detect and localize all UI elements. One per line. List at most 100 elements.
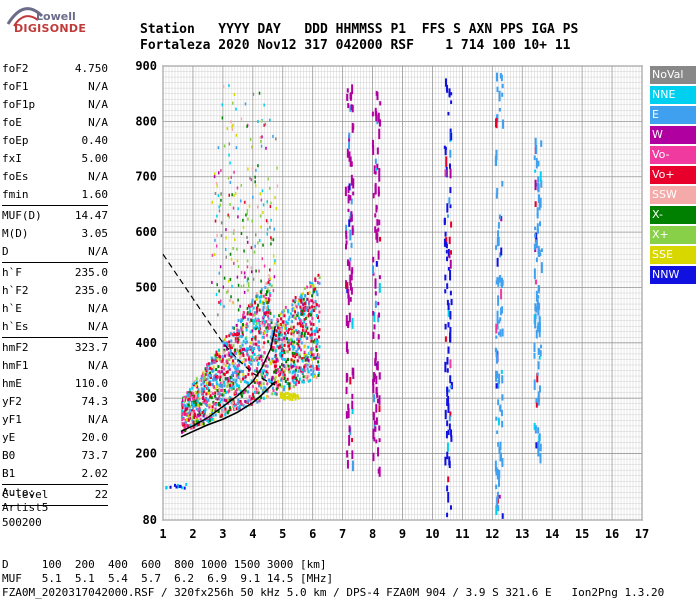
echo-point	[244, 200, 246, 204]
echo-point	[282, 388, 285, 392]
interference-mark	[495, 154, 498, 166]
echo-point	[282, 371, 285, 375]
interference-mark	[449, 359, 452, 369]
echo-point	[231, 383, 234, 387]
echo-point	[225, 390, 228, 394]
echo-point	[308, 303, 311, 307]
echo-point	[312, 340, 315, 344]
echo-point	[281, 357, 284, 361]
echo-point	[200, 387, 203, 391]
param-value: N/A	[88, 80, 108, 93]
echo-point	[190, 426, 193, 430]
interference-mark	[372, 145, 375, 155]
interference-mark	[374, 158, 377, 164]
echo-point	[248, 395, 251, 399]
echo-point	[315, 345, 318, 349]
echo-point	[267, 297, 270, 301]
echo-point	[262, 390, 265, 394]
echo-point	[268, 318, 271, 322]
echo-point	[251, 219, 253, 223]
echo-point	[296, 394, 299, 398]
interference-mark	[350, 198, 353, 205]
echo-point	[258, 384, 261, 388]
echo-point	[205, 383, 208, 387]
echo-point	[194, 391, 197, 395]
echo-point	[247, 366, 250, 370]
echo-point	[220, 169, 222, 173]
echo-point	[258, 91, 261, 95]
echo-point	[220, 198, 222, 202]
echo-point	[198, 407, 201, 411]
echo-point	[233, 405, 236, 409]
echo-point	[182, 430, 185, 434]
echo-point	[312, 353, 315, 357]
echo-point	[275, 329, 278, 333]
echo-point	[243, 347, 246, 351]
interference-mark	[351, 122, 354, 133]
echo-point	[259, 355, 262, 359]
echo-point	[257, 340, 260, 344]
echo-point	[263, 369, 266, 373]
echo-point	[303, 302, 306, 306]
echo-point	[187, 414, 190, 418]
echo-point	[281, 310, 284, 314]
interference-mark	[496, 318, 499, 330]
echo-point	[286, 377, 289, 381]
echo-point	[299, 348, 302, 352]
echo-point	[200, 402, 203, 406]
echo-point	[248, 320, 251, 324]
echo-point	[211, 253, 214, 257]
param-value: 22	[94, 488, 108, 501]
echo-point	[249, 347, 252, 351]
echo-point	[222, 393, 225, 397]
interference-mark	[350, 211, 353, 220]
param-label: yF1	[2, 413, 22, 426]
echo-point	[273, 275, 276, 279]
echo-point	[223, 405, 226, 409]
interference-mark	[448, 197, 451, 204]
echo-point	[236, 328, 239, 332]
echo-point	[290, 312, 293, 316]
echo-point	[241, 377, 244, 381]
interference-mark	[501, 375, 504, 384]
echo-point	[231, 405, 234, 409]
echo-point	[293, 352, 296, 356]
echo-point	[246, 352, 249, 356]
param-label: foE	[2, 116, 22, 129]
echo-point	[284, 336, 287, 340]
echo-point	[216, 283, 218, 287]
echo-point	[255, 326, 258, 330]
echo-point	[189, 405, 192, 409]
echo-point	[231, 373, 234, 377]
echo-point	[220, 366, 223, 370]
echo-point	[209, 394, 212, 398]
echo-point	[281, 363, 284, 367]
echo-point	[176, 485, 179, 489]
interference-mark	[498, 469, 501, 479]
param-label: hmF1	[2, 359, 29, 372]
interference-mark	[499, 441, 502, 451]
interference-mark	[495, 245, 498, 250]
echo-point	[243, 315, 246, 319]
interference-mark	[347, 194, 350, 199]
echo-point	[294, 303, 297, 307]
echo-point	[297, 380, 300, 384]
echo-point	[300, 312, 303, 316]
echo-point	[283, 343, 286, 347]
interference-mark	[375, 417, 378, 425]
interference-mark	[498, 373, 501, 384]
echo-point	[223, 144, 226, 148]
echo-point	[212, 369, 215, 373]
echo-point	[216, 374, 219, 378]
echo-point	[215, 375, 218, 379]
echo-point	[305, 336, 308, 340]
echo-point	[259, 238, 261, 242]
echo-point	[260, 396, 263, 400]
interference-mark	[449, 269, 452, 281]
echo-point	[216, 397, 219, 401]
interference-mark	[495, 192, 498, 199]
interference-mark	[537, 306, 540, 316]
interference-mark	[349, 195, 352, 201]
echo-point	[217, 171, 220, 175]
echo-point	[202, 396, 205, 400]
